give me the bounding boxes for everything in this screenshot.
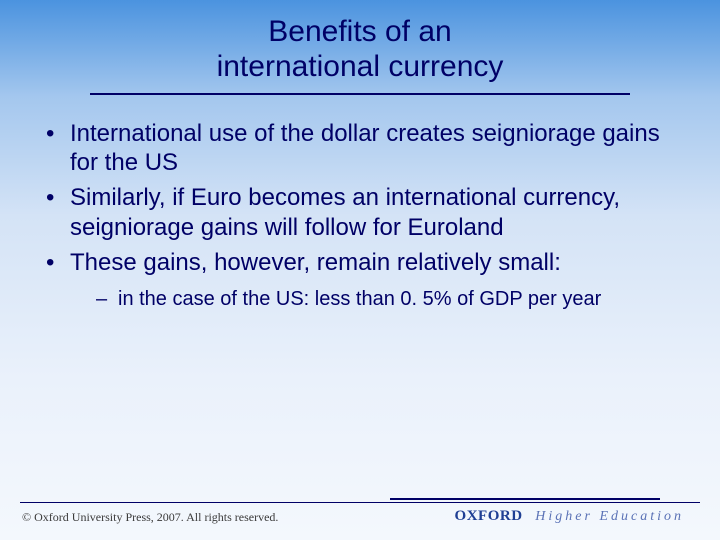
bullet-list: International use of the dollar creates … xyxy=(40,119,680,312)
title-line-2: international currency xyxy=(0,49,720,84)
bullet-text: These gains, however, remain relatively … xyxy=(70,249,561,276)
title-block: Benefits of an international currency xyxy=(0,0,720,101)
sub-bullet-list: in the case of the US: less than 0. 5% o… xyxy=(70,287,680,311)
bullet-text: International use of the dollar creates … xyxy=(70,120,660,176)
bullet-item: Similarly, if Euro becomes an internatio… xyxy=(40,183,680,242)
footer-brand: OXFORD Higher Education xyxy=(455,508,684,525)
bullet-item: These gains, however, remain relatively … xyxy=(40,248,680,312)
footer-divider-long xyxy=(20,502,700,503)
bullet-item: International use of the dollar creates … xyxy=(40,119,680,178)
copyright-icon: © xyxy=(22,510,31,524)
bullet-text: Similarly, if Euro becomes an internatio… xyxy=(70,184,620,240)
slide: Benefits of an international currency In… xyxy=(0,0,720,540)
footer-divider-short xyxy=(390,498,660,500)
sub-bullet-item: in the case of the US: less than 0. 5% o… xyxy=(70,287,680,311)
sub-bullet-text: in the case of the US: less than 0. 5% o… xyxy=(118,288,601,310)
title-line-1: Benefits of an xyxy=(0,14,720,49)
brand-main-text: OXFORD xyxy=(455,508,523,524)
footer-copyright: © Oxford University Press, 2007. All rig… xyxy=(22,510,278,525)
body-content: International use of the dollar creates … xyxy=(0,101,720,312)
footer: © Oxford University Press, 2007. All rig… xyxy=(0,498,720,540)
footer-left-text: Oxford University Press, 2007. All right… xyxy=(34,510,278,524)
brand-sub-text: Higher Education xyxy=(527,509,684,524)
title-underline xyxy=(90,93,630,95)
